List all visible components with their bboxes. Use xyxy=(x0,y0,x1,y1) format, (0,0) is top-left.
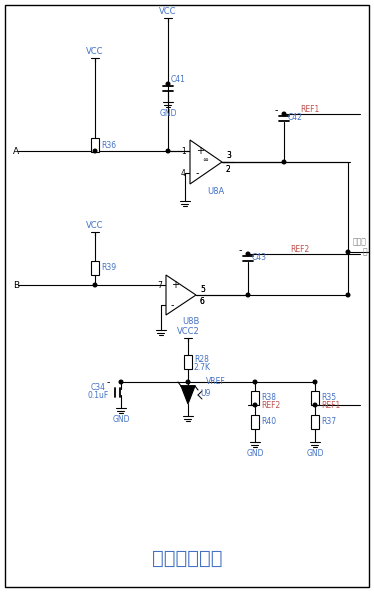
Text: 3: 3 xyxy=(226,152,231,160)
Text: GND: GND xyxy=(159,110,177,118)
Text: R36: R36 xyxy=(101,140,116,150)
Text: U8B: U8B xyxy=(182,317,200,327)
Circle shape xyxy=(282,112,286,116)
Circle shape xyxy=(282,160,286,164)
Text: R40: R40 xyxy=(261,417,276,426)
Text: A: A xyxy=(13,146,19,156)
Bar xyxy=(251,415,259,429)
Circle shape xyxy=(186,380,190,384)
Text: GND: GND xyxy=(246,449,264,458)
Text: 出: 出 xyxy=(362,247,367,256)
Text: VCC: VCC xyxy=(86,221,104,230)
Text: C43: C43 xyxy=(252,253,267,262)
Circle shape xyxy=(246,293,250,297)
Circle shape xyxy=(166,82,170,86)
Text: R37: R37 xyxy=(321,417,336,426)
Text: +: + xyxy=(171,280,179,290)
Text: REF2: REF2 xyxy=(290,244,310,253)
Polygon shape xyxy=(190,140,222,184)
Circle shape xyxy=(93,283,97,287)
Text: VCC2: VCC2 xyxy=(177,327,199,336)
Text: REF1: REF1 xyxy=(321,401,340,410)
Text: 0.1uF: 0.1uF xyxy=(88,391,108,401)
Text: 信号输: 信号输 xyxy=(353,237,367,246)
Text: 6: 6 xyxy=(200,298,205,307)
Text: 3: 3 xyxy=(226,152,231,160)
Circle shape xyxy=(346,293,350,297)
Text: -: - xyxy=(196,168,199,178)
Text: VREF: VREF xyxy=(206,377,226,385)
Circle shape xyxy=(313,403,317,407)
Bar xyxy=(311,391,319,405)
Text: 5: 5 xyxy=(200,285,205,294)
Text: 2.7K: 2.7K xyxy=(194,362,211,372)
Circle shape xyxy=(313,380,317,384)
Text: 信号甄别电路: 信号甄别电路 xyxy=(152,549,222,568)
Circle shape xyxy=(119,380,123,384)
Text: VCC: VCC xyxy=(159,8,177,17)
Text: U8A: U8A xyxy=(207,186,225,195)
Text: REF1: REF1 xyxy=(300,105,320,114)
Circle shape xyxy=(346,250,350,254)
Text: 6: 6 xyxy=(200,298,205,307)
Text: GND: GND xyxy=(306,449,324,458)
Bar xyxy=(184,355,192,369)
Text: ∞: ∞ xyxy=(202,157,208,163)
Bar xyxy=(251,391,259,405)
Text: B: B xyxy=(13,281,19,289)
Text: 7: 7 xyxy=(157,281,162,289)
Text: -: - xyxy=(274,105,278,115)
Circle shape xyxy=(246,252,250,256)
Text: VCC: VCC xyxy=(86,47,104,56)
Text: -: - xyxy=(171,300,175,310)
Text: 5: 5 xyxy=(200,285,205,294)
Text: -: - xyxy=(238,245,242,255)
Circle shape xyxy=(253,380,257,384)
Text: R35: R35 xyxy=(321,394,336,403)
Text: C41: C41 xyxy=(171,76,186,85)
Text: R28: R28 xyxy=(194,356,209,365)
Text: GND: GND xyxy=(112,416,130,424)
Bar xyxy=(91,138,99,152)
Text: 1: 1 xyxy=(181,146,186,156)
Text: REF2: REF2 xyxy=(261,401,280,410)
Text: C34: C34 xyxy=(91,384,105,392)
Text: R39: R39 xyxy=(101,263,116,272)
Text: 2: 2 xyxy=(226,166,231,175)
Circle shape xyxy=(93,149,97,153)
Text: 2: 2 xyxy=(226,165,231,173)
Bar xyxy=(91,261,99,275)
Bar xyxy=(311,415,319,429)
Text: -: - xyxy=(106,377,110,387)
Text: R38: R38 xyxy=(261,394,276,403)
Text: 4: 4 xyxy=(181,169,186,178)
Text: U9: U9 xyxy=(200,388,210,397)
Circle shape xyxy=(166,149,170,153)
Circle shape xyxy=(253,403,257,407)
Text: +: + xyxy=(196,146,204,156)
Text: C42: C42 xyxy=(288,114,303,123)
Polygon shape xyxy=(181,386,195,404)
Polygon shape xyxy=(166,275,196,315)
